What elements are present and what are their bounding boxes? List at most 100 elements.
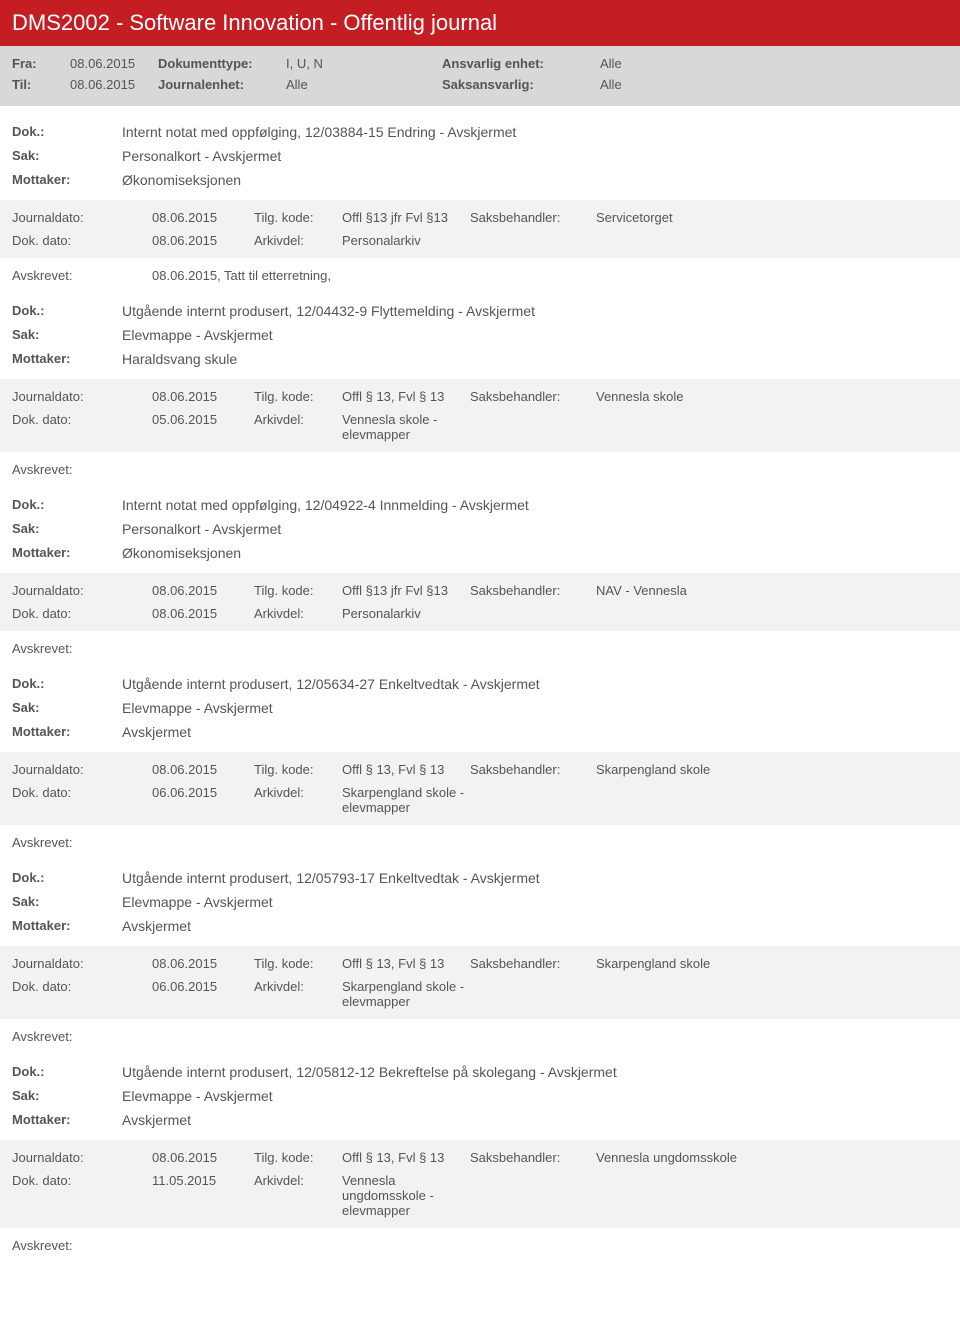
tilgkode-value: Offl § 13, Fvl § 13 <box>342 389 470 404</box>
dok-label: Dok.: <box>12 870 122 886</box>
mottaker-label: Mottaker: <box>12 724 122 740</box>
journal-entry: Dok.:Utgående internt produsert, 12/0563… <box>0 666 960 860</box>
sak-value: Personalkort - Avskjermet <box>122 148 281 164</box>
entry-meta: Journaldato:08.06.2015Tilg. kode:Offl § … <box>0 1140 960 1228</box>
entry-header: Dok.:Internt notat med oppfølging, 12/03… <box>0 106 960 200</box>
dok-value: Internt notat med oppfølging, 12/04922-4… <box>122 497 529 513</box>
dokdato-value: 06.06.2015 <box>152 979 254 994</box>
dokdato-value: 08.06.2015 <box>152 233 254 248</box>
avskrevet-label: Avskrevet: <box>12 462 152 477</box>
saksbehandler-label: Saksbehandler: <box>470 389 596 404</box>
journaldato-value: 08.06.2015 <box>152 762 254 777</box>
filter-saksansvarlig-label: Saksansvarlig: <box>442 77 600 92</box>
sak-value: Elevmappe - Avskjermet <box>122 894 273 910</box>
filter-ansvarlig-value: Alle <box>600 56 622 71</box>
arkivdel-value: Vennesla skole - elevmapper <box>342 412 470 442</box>
avskrevet-label: Avskrevet: <box>12 1029 152 1044</box>
avskrevet-value: 08.06.2015, Tatt til etterretning, <box>152 268 331 283</box>
avskrevet-row: Avskrevet:08.06.2015, Tatt til etterretn… <box>0 258 960 293</box>
avskrevet-row: Avskrevet: <box>0 825 960 860</box>
dok-label: Dok.: <box>12 497 122 513</box>
entry-meta: Journaldato:08.06.2015Tilg. kode:Offl § … <box>0 946 960 1019</box>
journaldato-label: Journaldato: <box>12 389 152 404</box>
dokdato-label: Dok. dato: <box>12 606 152 621</box>
saksbehandler-value: Skarpengland skole <box>596 956 710 971</box>
entry-header: Dok.:Utgående internt produsert, 12/0579… <box>0 860 960 946</box>
dok-label: Dok.: <box>12 303 122 319</box>
filter-fra-label: Fra: <box>12 56 70 71</box>
filter-bar: Fra: 08.06.2015 Dokumenttype: I, U, N An… <box>0 46 960 106</box>
filter-doktype-label: Dokumenttype: <box>158 56 286 71</box>
journaldato-label: Journaldato: <box>12 956 152 971</box>
journaldato-value: 08.06.2015 <box>152 956 254 971</box>
mottaker-label: Mottaker: <box>12 351 122 367</box>
entry-meta: Journaldato:08.06.2015Tilg. kode:Offl §1… <box>0 573 960 631</box>
dokdato-value: 06.06.2015 <box>152 785 254 800</box>
mottaker-value: Avskjermet <box>122 1112 191 1128</box>
journal-entry: Dok.:Internt notat med oppfølging, 12/04… <box>0 487 960 666</box>
dok-label: Dok.: <box>12 1064 122 1080</box>
filter-doktype-value: I, U, N <box>286 56 442 71</box>
entry-meta: Journaldato:08.06.2015Tilg. kode:Offl § … <box>0 752 960 825</box>
arkivdel-value: Skarpengland skole - elevmapper <box>342 979 470 1009</box>
journaldato-value: 08.06.2015 <box>152 210 254 225</box>
mottaker-value: Avskjermet <box>122 724 191 740</box>
tilgkode-label: Tilg. kode: <box>254 583 342 598</box>
tilgkode-label: Tilg. kode: <box>254 210 342 225</box>
sak-label: Sak: <box>12 894 122 910</box>
arkivdel-label: Arkivdel: <box>254 233 342 248</box>
entry-header: Dok.:Utgående internt produsert, 12/0563… <box>0 666 960 752</box>
tilgkode-label: Tilg. kode: <box>254 762 342 777</box>
tilgkode-label: Tilg. kode: <box>254 389 342 404</box>
sak-value: Personalkort - Avskjermet <box>122 521 281 537</box>
sak-label: Sak: <box>12 521 122 537</box>
arkivdel-label: Arkivdel: <box>254 1173 342 1188</box>
journal-entry: Dok.:Utgående internt produsert, 12/0443… <box>0 293 960 487</box>
dok-value: Utgående internt produsert, 12/05793-17 … <box>122 870 540 886</box>
tilgkode-label: Tilg. kode: <box>254 956 342 971</box>
avskrevet-label: Avskrevet: <box>12 1238 152 1253</box>
journal-entry: Dok.:Utgående internt produsert, 12/0581… <box>0 1054 960 1263</box>
filter-fra-value: 08.06.2015 <box>70 56 158 71</box>
arkivdel-label: Arkivdel: <box>254 785 342 800</box>
dokdato-label: Dok. dato: <box>12 979 152 994</box>
entry-header: Dok.:Internt notat med oppfølging, 12/04… <box>0 487 960 573</box>
saksbehandler-label: Saksbehandler: <box>470 762 596 777</box>
mottaker-label: Mottaker: <box>12 918 122 934</box>
journaldato-label: Journaldato: <box>12 1150 152 1165</box>
dokdato-value: 11.05.2015 <box>152 1173 254 1188</box>
dokdato-label: Dok. dato: <box>12 785 152 800</box>
sak-label: Sak: <box>12 327 122 343</box>
saksbehandler-value: Vennesla skole <box>596 389 683 404</box>
tilgkode-value: Offl § 13, Fvl § 13 <box>342 762 470 777</box>
dok-value: Utgående internt produsert, 12/04432-9 F… <box>122 303 535 319</box>
filter-til-value: 08.06.2015 <box>70 77 158 92</box>
saksbehandler-value: Servicetorget <box>596 210 673 225</box>
sak-value: Elevmappe - Avskjermet <box>122 327 273 343</box>
filter-journalenhet-label: Journalenhet: <box>158 77 286 92</box>
journal-entry: Dok.:Utgående internt produsert, 12/0579… <box>0 860 960 1054</box>
sak-label: Sak: <box>12 1088 122 1104</box>
filter-saksansvarlig-value: Alle <box>600 77 622 92</box>
entry-meta: Journaldato:08.06.2015Tilg. kode:Offl § … <box>0 379 960 452</box>
page-header: DMS2002 - Software Innovation - Offentli… <box>0 0 960 46</box>
sak-label: Sak: <box>12 148 122 164</box>
entry-header: Dok.:Utgående internt produsert, 12/0443… <box>0 293 960 379</box>
mottaker-value: Økonomiseksjonen <box>122 545 241 561</box>
sak-label: Sak: <box>12 700 122 716</box>
filter-til-label: Til: <box>12 77 70 92</box>
saksbehandler-value: NAV - Vennesla <box>596 583 687 598</box>
dok-label: Dok.: <box>12 124 122 140</box>
avskrevet-row: Avskrevet: <box>0 1019 960 1054</box>
tilgkode-label: Tilg. kode: <box>254 1150 342 1165</box>
dokdato-value: 08.06.2015 <box>152 606 254 621</box>
mottaker-value: Økonomiseksjonen <box>122 172 241 188</box>
mottaker-value: Haraldsvang skule <box>122 351 237 367</box>
dokdato-value: 05.06.2015 <box>152 412 254 427</box>
dok-label: Dok.: <box>12 676 122 692</box>
arkivdel-value: Personalarkiv <box>342 233 470 248</box>
avskrevet-label: Avskrevet: <box>12 835 152 850</box>
sak-value: Elevmappe - Avskjermet <box>122 1088 273 1104</box>
dok-value: Utgående internt produsert, 12/05812-12 … <box>122 1064 617 1080</box>
saksbehandler-label: Saksbehandler: <box>470 1150 596 1165</box>
